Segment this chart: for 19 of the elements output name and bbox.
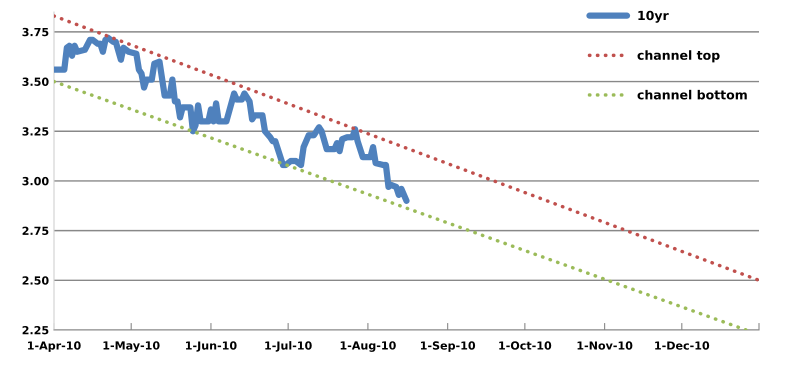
y-tick-label: 3.75 xyxy=(22,28,48,36)
x-tick-label: 1-Aug-10 xyxy=(340,341,396,352)
x-tick-label: 1-May-10 xyxy=(104,341,160,352)
x-tick-label: 1-Sep-10 xyxy=(420,341,476,352)
legend-label: 10yr xyxy=(638,10,669,23)
x-tick-label: 1-Nov-10 xyxy=(578,341,632,350)
y-tick-label: 2.75 xyxy=(22,226,48,236)
x-tick-label: 1-Jun-10 xyxy=(186,341,237,352)
y-tick-label: 2.50 xyxy=(22,276,49,285)
y-tick-label: 3.50 xyxy=(22,78,49,86)
x-tick-label: 1-Oct-10 xyxy=(499,341,552,350)
y-tick-label: 2.25 xyxy=(22,326,48,334)
x-tick-label: 1-Jul-10 xyxy=(265,341,312,352)
x-tick-label: 1-Apr-10 xyxy=(28,341,81,352)
x-tick-label: 1-Dec-10 xyxy=(655,341,710,350)
y-tick-label: 3.25 xyxy=(22,127,48,136)
legend-label: channel top xyxy=(638,50,720,62)
y-tick-label: 3.00 xyxy=(22,176,49,186)
legend-label: channel bottom xyxy=(638,90,747,100)
